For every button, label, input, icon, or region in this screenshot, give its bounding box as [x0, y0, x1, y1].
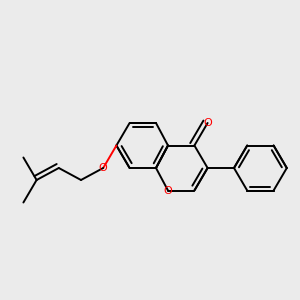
Text: O: O	[164, 185, 172, 196]
Text: O: O	[99, 163, 108, 173]
Text: O: O	[203, 118, 212, 128]
